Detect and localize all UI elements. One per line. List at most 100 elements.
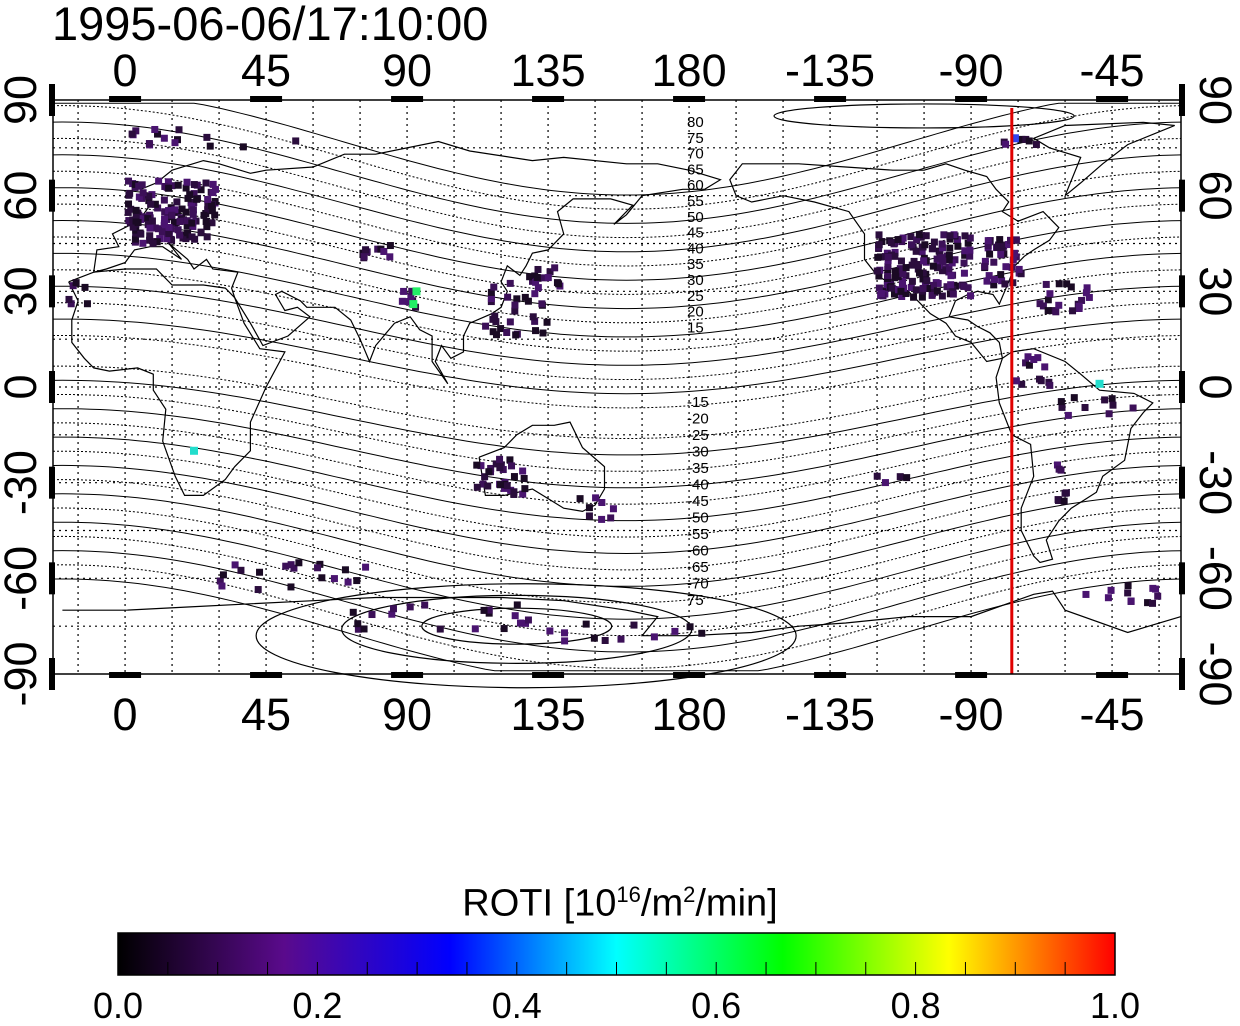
roti-pixel	[256, 568, 264, 576]
left-lat-tick-label: -90	[0, 641, 46, 706]
left-lat-tick-label: -30	[0, 450, 46, 515]
roti-pixel	[1052, 308, 1060, 316]
roti-pixel	[543, 318, 551, 326]
top-tick-mark	[1096, 96, 1129, 102]
roti-pixel	[919, 275, 927, 283]
right-lat-tick-label: -30	[1190, 450, 1240, 515]
right-tick-mark	[1179, 658, 1185, 690]
roti-pixel	[891, 267, 899, 275]
bottom-lon-tick-label: 135	[511, 689, 586, 740]
contour-label: 50	[687, 209, 704, 226]
roti-pixel	[520, 475, 528, 483]
roti-pixel	[949, 285, 957, 293]
roti-pixel	[585, 504, 593, 512]
roti-pixel	[984, 237, 992, 245]
left-tick-mark	[49, 658, 55, 690]
roti-pixel	[919, 269, 927, 277]
mag-contour	[52, 464, 1182, 555]
roti-pixel	[967, 292, 975, 300]
roti-pixel	[949, 290, 957, 298]
colorbar-tick-label: 0.6	[691, 985, 742, 1026]
roti-pixel	[176, 231, 184, 239]
left-tick-mark	[49, 466, 55, 499]
roti-pixel	[389, 605, 397, 613]
contour-label: -30	[687, 444, 709, 461]
roti-pixel	[186, 191, 194, 199]
colorbar-tick-label: 1.0	[1089, 985, 1141, 1026]
roti-pixel	[406, 603, 414, 611]
roti-pixel	[190, 181, 198, 189]
roti-pixel	[590, 634, 598, 642]
roti-pixel	[920, 257, 928, 265]
roti-pixel	[884, 253, 892, 261]
roti-pixel	[511, 301, 519, 309]
roti-pixel	[487, 288, 495, 296]
roti-pixel	[354, 620, 362, 628]
contour-labels: 8075706560555045403530252015-15-20-25-30…	[687, 114, 709, 609]
roti-pixel	[436, 625, 444, 633]
roti-pixel-high	[1010, 134, 1019, 143]
roti-pixel	[386, 242, 394, 250]
roti-pixel	[202, 179, 210, 187]
roti-pixel	[939, 257, 947, 265]
roti-pixel	[1022, 359, 1030, 367]
roti-pixel	[960, 269, 968, 277]
roti-pixel	[918, 248, 926, 256]
roti-pixel	[1085, 293, 1093, 301]
roti-pixel	[477, 462, 485, 470]
left-lat-tick-label: 90	[0, 75, 46, 125]
roti-pixel	[532, 278, 540, 286]
contour-label: 70	[687, 146, 704, 163]
bottom-tick-mark	[1096, 672, 1129, 678]
timestamp-title: 1995-06-06/17:10:00	[52, 0, 489, 50]
mag-contour	[52, 137, 1182, 239]
roti-pixel	[526, 273, 534, 281]
roti-pixel	[197, 228, 205, 236]
colorbar-tick-label: 0.2	[292, 985, 343, 1026]
roti-pixel	[532, 327, 540, 335]
roti-pixel-high	[412, 287, 421, 296]
right-lat-tick-label: 90	[1190, 75, 1240, 125]
top-tick-mark	[955, 96, 988, 102]
roti-pixel	[175, 126, 183, 134]
roti-pixel	[190, 190, 198, 198]
top-lon-tick-label: -90	[939, 45, 1004, 96]
top-lon-tick-label: 90	[382, 45, 432, 96]
roti-pixel	[601, 636, 609, 644]
bottom-tick-mark	[391, 672, 424, 678]
roti-pixel	[148, 217, 156, 225]
roti-pixel	[510, 473, 518, 481]
roti-pixel	[945, 263, 953, 271]
top-lon-tick-label: 45	[241, 45, 291, 96]
roti-pixel	[163, 235, 171, 243]
roti-pixel	[139, 189, 147, 197]
roti-pixel	[617, 635, 625, 643]
roti-pixel	[237, 566, 245, 574]
roti-pixel	[907, 241, 915, 249]
roti-pixel	[1064, 411, 1072, 419]
roti-pixel	[125, 200, 133, 208]
roti-pixel	[945, 251, 953, 259]
contour-label: -55	[687, 526, 709, 543]
roti-pixel	[990, 281, 998, 289]
roti-pixel	[362, 246, 370, 254]
roti-pixel	[524, 297, 532, 305]
roti-pixel	[67, 300, 75, 308]
roti-pixel	[161, 208, 169, 216]
roti-pixel	[1107, 586, 1115, 594]
roti-pixel	[894, 236, 902, 244]
roti-pixel	[947, 272, 955, 280]
roti-pixel	[929, 281, 937, 289]
roti-pixel	[546, 268, 554, 276]
roti-pixel	[145, 140, 153, 148]
roti-pixel	[513, 601, 521, 609]
contour-label: -65	[687, 559, 709, 576]
roti-pixel	[981, 257, 989, 265]
roti-pixel	[598, 499, 606, 507]
coastline	[93, 140, 722, 385]
roti-pixel	[174, 181, 182, 189]
roti-pixel	[914, 265, 922, 273]
mag-contour	[53, 408, 1182, 489]
roti-pixel	[362, 563, 370, 571]
roti-pixel-high	[190, 446, 198, 455]
